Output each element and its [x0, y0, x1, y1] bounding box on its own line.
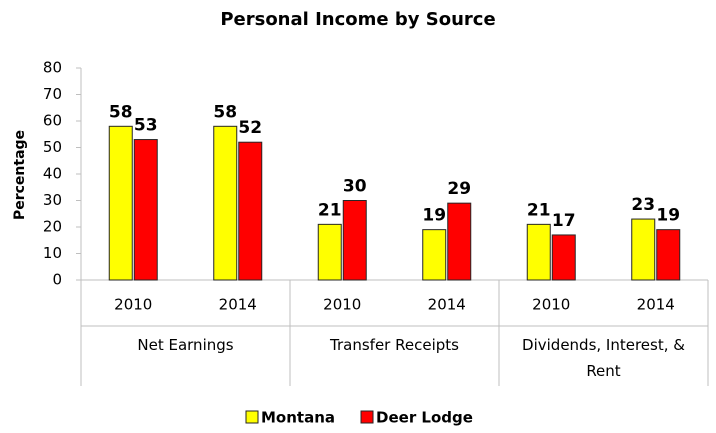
group-label: Dividends, Interest, & Rent — [522, 336, 685, 380]
legend-swatch — [360, 410, 374, 424]
x-tick-label: 2010 — [323, 296, 361, 314]
y-tick-label: 30 — [43, 191, 62, 209]
data-label: 19 — [422, 206, 446, 226]
y-tick-label: 80 — [43, 59, 62, 77]
chart-title: Personal Income by Source — [220, 9, 495, 30]
y-axis-title: Percentage — [12, 130, 28, 220]
data-label: 21 — [318, 200, 342, 220]
y-tick-label: 10 — [43, 244, 62, 262]
x-tick-label: 2010 — [532, 296, 570, 314]
data-label: 30 — [343, 177, 367, 197]
y-tick-label: 20 — [43, 218, 62, 236]
bar — [526, 223, 551, 281]
group-label: Net Earnings — [137, 336, 234, 354]
bar — [213, 125, 238, 281]
bar — [631, 218, 656, 281]
bar — [342, 200, 367, 281]
y-tick-label: 60 — [43, 112, 62, 130]
bar — [447, 202, 472, 281]
legend-label: Montana — [261, 409, 335, 427]
bar — [422, 229, 447, 281]
y-tick-label: 0 — [52, 271, 62, 289]
x-tick-label: 2010 — [114, 296, 152, 314]
group-label: Transfer Receipts — [330, 336, 459, 354]
data-label: 23 — [631, 195, 655, 215]
y-tick-label: 50 — [43, 138, 62, 156]
data-label: 17 — [552, 211, 576, 231]
x-tick-label: 2014 — [219, 296, 257, 314]
data-label: 58 — [213, 102, 237, 122]
data-label: 19 — [656, 206, 680, 226]
bar — [317, 223, 342, 281]
data-label: 21 — [527, 200, 551, 220]
bar — [656, 229, 681, 281]
data-label: 29 — [447, 179, 471, 199]
bar — [551, 234, 576, 281]
data-label: 52 — [238, 118, 262, 138]
data-label: 58 — [109, 102, 133, 122]
y-tick-label: 40 — [43, 165, 62, 183]
x-tick-label: 2014 — [428, 296, 466, 314]
legend-swatch — [245, 410, 259, 424]
bar — [108, 125, 133, 281]
bar — [238, 141, 263, 281]
bar — [133, 139, 158, 281]
legend-label: Deer Lodge — [376, 409, 473, 427]
data-label: 53 — [134, 116, 158, 136]
y-tick-label: 70 — [43, 85, 62, 103]
x-tick-label: 2014 — [637, 296, 675, 314]
